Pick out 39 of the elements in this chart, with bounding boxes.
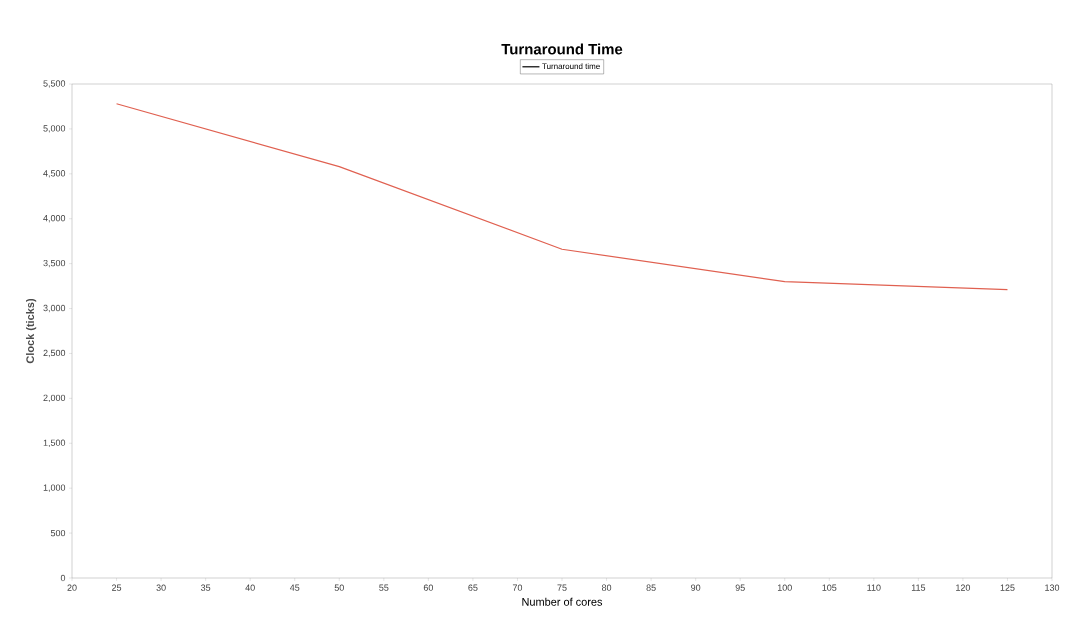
- x-tick-label: 120: [956, 584, 971, 591]
- y-tick-label: 5,500: [43, 80, 66, 88]
- x-tick-label: 130: [1045, 584, 1060, 591]
- y-tick-label: 2,500: [43, 349, 66, 358]
- y-tick-label: 0: [60, 574, 66, 582]
- y-tick-label: 500: [50, 529, 66, 537]
- y-tick-label: 1,500: [43, 439, 66, 447]
- x-tick-label: 20: [67, 584, 77, 591]
- x-tick-label: 100: [777, 584, 792, 591]
- y-tick-label: 3,500: [43, 259, 66, 268]
- x-tick-label: 125: [1000, 584, 1015, 591]
- y-tick-label: 5,000: [43, 125, 66, 133]
- x-tick-label: 90: [691, 584, 701, 591]
- x-tick-label: 80: [601, 584, 612, 591]
- x-tick-label: 95: [735, 584, 745, 591]
- x-tick-label: 40: [245, 584, 255, 591]
- x-tick-label: 45: [289, 584, 300, 591]
- x-tick-label: 60: [423, 584, 434, 591]
- x-axis-title: Number of cores: [522, 597, 603, 606]
- y-tick-label: 4,000: [43, 215, 66, 223]
- x-tick-label: 70: [512, 584, 523, 591]
- x-tick-label: 55: [379, 584, 389, 591]
- x-tick-label: 25: [112, 584, 122, 591]
- x-tick-label: 105: [822, 584, 837, 591]
- y-tick-label: 2,000: [43, 394, 66, 403]
- y-tick-label: 1,000: [43, 484, 66, 492]
- y-tick-label: 4,500: [43, 170, 66, 178]
- x-tick-label: 30: [156, 584, 166, 591]
- x-tick-label: 50: [334, 584, 344, 591]
- line-series: [115, 103, 1009, 291]
- x-tick-label: 110: [867, 584, 881, 591]
- chart-title: Turnaround Time: [501, 43, 623, 55]
- y-axis-title: Clock (ticks): [25, 298, 37, 364]
- x-tick-label: 75: [557, 584, 567, 591]
- y-tick-label: 3,000: [43, 304, 66, 313]
- x-tick-label: 65: [468, 584, 478, 591]
- x-tick-label: 35: [200, 584, 211, 591]
- x-tick-label: 85: [646, 584, 656, 591]
- x-tick-label: 115: [911, 584, 926, 591]
